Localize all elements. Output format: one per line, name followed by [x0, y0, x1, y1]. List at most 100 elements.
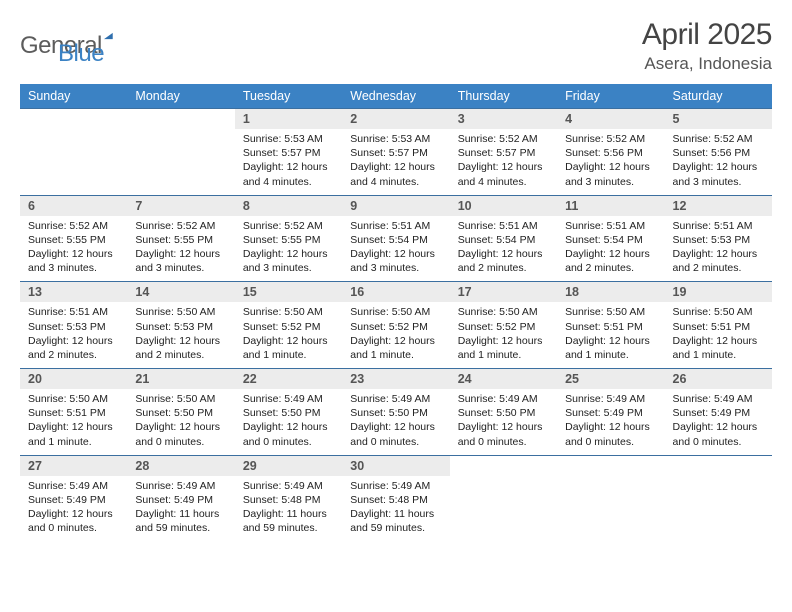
sunset-text: Sunset: 5:54 PM: [458, 233, 549, 247]
day-number: 2: [342, 109, 449, 129]
day-body: Sunrise: 5:52 AMSunset: 5:55 PMDaylight:…: [235, 216, 342, 282]
day-number: 29: [235, 456, 342, 476]
day-number: 6: [20, 196, 127, 216]
sunrise-text: Sunrise: 5:51 AM: [673, 219, 764, 233]
daylight-text: Daylight: 11 hours and 59 minutes.: [350, 507, 441, 535]
day-number: 14: [127, 282, 234, 302]
calendar-cell: 9Sunrise: 5:51 AMSunset: 5:54 PMDaylight…: [342, 195, 449, 282]
day-number: 7: [127, 196, 234, 216]
calendar-cell: 1Sunrise: 5:53 AMSunset: 5:57 PMDaylight…: [235, 108, 342, 195]
sunrise-text: Sunrise: 5:50 AM: [135, 392, 226, 406]
sunset-text: Sunset: 5:54 PM: [565, 233, 656, 247]
calendar-cell: 19Sunrise: 5:50 AMSunset: 5:51 PMDayligh…: [665, 281, 772, 368]
day-number: 23: [342, 369, 449, 389]
sunrise-text: Sunrise: 5:49 AM: [135, 479, 226, 493]
day-body: Sunrise: 5:53 AMSunset: 5:57 PMDaylight:…: [342, 129, 449, 195]
sunrise-text: Sunrise: 5:50 AM: [135, 305, 226, 319]
daylight-text: Daylight: 12 hours and 3 minutes.: [350, 247, 441, 275]
day-body: Sunrise: 5:49 AMSunset: 5:49 PMDaylight:…: [127, 476, 234, 542]
sunrise-text: Sunrise: 5:50 AM: [458, 305, 549, 319]
calendar-cell: 30Sunrise: 5:49 AMSunset: 5:48 PMDayligh…: [342, 455, 449, 542]
daylight-text: Daylight: 12 hours and 0 minutes.: [243, 420, 334, 448]
day-number: 5: [665, 109, 772, 129]
sunset-text: Sunset: 5:57 PM: [350, 146, 441, 160]
brand-logo: GeneralBlue: [20, 18, 180, 68]
daylight-text: Daylight: 12 hours and 0 minutes.: [350, 420, 441, 448]
sunrise-text: Sunrise: 5:50 AM: [243, 305, 334, 319]
sunset-text: Sunset: 5:48 PM: [350, 493, 441, 507]
day-number: 3: [450, 109, 557, 129]
day-body: Sunrise: 5:49 AMSunset: 5:48 PMDaylight:…: [342, 476, 449, 542]
sunset-text: Sunset: 5:53 PM: [135, 320, 226, 334]
day-body: Sunrise: 5:49 AMSunset: 5:50 PMDaylight:…: [342, 389, 449, 455]
daylight-text: Daylight: 12 hours and 2 minutes.: [28, 334, 119, 362]
sunrise-text: Sunrise: 5:49 AM: [243, 479, 334, 493]
daylight-text: Daylight: 12 hours and 2 minutes.: [565, 247, 656, 275]
dow-thu: Thursday: [450, 84, 557, 108]
sunset-text: Sunset: 5:50 PM: [135, 406, 226, 420]
sunset-text: Sunset: 5:52 PM: [350, 320, 441, 334]
day-number: 16: [342, 282, 449, 302]
sunset-text: Sunset: 5:51 PM: [673, 320, 764, 334]
day-number: 9: [342, 196, 449, 216]
day-body: Sunrise: 5:50 AMSunset: 5:52 PMDaylight:…: [450, 302, 557, 368]
week-row: 6Sunrise: 5:52 AMSunset: 5:55 PMDaylight…: [20, 195, 772, 282]
calendar-cell: [127, 108, 234, 195]
day-body: Sunrise: 5:52 AMSunset: 5:57 PMDaylight:…: [450, 129, 557, 195]
daylight-text: Daylight: 12 hours and 3 minutes.: [565, 160, 656, 188]
sunset-text: Sunset: 5:52 PM: [458, 320, 549, 334]
day-body: Sunrise: 5:53 AMSunset: 5:57 PMDaylight:…: [235, 129, 342, 195]
calendar-cell: 25Sunrise: 5:49 AMSunset: 5:49 PMDayligh…: [557, 368, 664, 455]
day-body: Sunrise: 5:49 AMSunset: 5:49 PMDaylight:…: [557, 389, 664, 455]
calendar-body: 1Sunrise: 5:53 AMSunset: 5:57 PMDaylight…: [20, 108, 772, 541]
day-number: 8: [235, 196, 342, 216]
sunrise-text: Sunrise: 5:52 AM: [565, 132, 656, 146]
sunset-text: Sunset: 5:53 PM: [28, 320, 119, 334]
day-number: 20: [20, 369, 127, 389]
daylight-text: Daylight: 12 hours and 1 minute.: [243, 334, 334, 362]
sunset-text: Sunset: 5:53 PM: [673, 233, 764, 247]
day-body: Sunrise: 5:50 AMSunset: 5:50 PMDaylight:…: [127, 389, 234, 455]
calendar-cell: [665, 455, 772, 542]
calendar-cell: 8Sunrise: 5:52 AMSunset: 5:55 PMDaylight…: [235, 195, 342, 282]
calendar-cell: 20Sunrise: 5:50 AMSunset: 5:51 PMDayligh…: [20, 368, 127, 455]
calendar-cell: 26Sunrise: 5:49 AMSunset: 5:49 PMDayligh…: [665, 368, 772, 455]
calendar-cell: 4Sunrise: 5:52 AMSunset: 5:56 PMDaylight…: [557, 108, 664, 195]
header: GeneralBlue April 2025 Asera, Indonesia: [20, 18, 772, 74]
calendar-cell: 27Sunrise: 5:49 AMSunset: 5:49 PMDayligh…: [20, 455, 127, 542]
sunrise-text: Sunrise: 5:52 AM: [673, 132, 764, 146]
sunrise-text: Sunrise: 5:52 AM: [28, 219, 119, 233]
week-row: 20Sunrise: 5:50 AMSunset: 5:51 PMDayligh…: [20, 368, 772, 455]
day-number: 28: [127, 456, 234, 476]
sunset-text: Sunset: 5:55 PM: [28, 233, 119, 247]
day-number: 13: [20, 282, 127, 302]
sunrise-text: Sunrise: 5:49 AM: [458, 392, 549, 406]
day-body: Sunrise: 5:50 AMSunset: 5:52 PMDaylight:…: [235, 302, 342, 368]
daylight-text: Daylight: 12 hours and 3 minutes.: [28, 247, 119, 275]
sunrise-text: Sunrise: 5:49 AM: [565, 392, 656, 406]
calendar-page: GeneralBlue April 2025 Asera, Indonesia …: [0, 0, 792, 612]
sunset-text: Sunset: 5:57 PM: [243, 146, 334, 160]
day-body: Sunrise: 5:49 AMSunset: 5:49 PMDaylight:…: [20, 476, 127, 542]
day-body: Sunrise: 5:49 AMSunset: 5:49 PMDaylight:…: [665, 389, 772, 455]
sunset-text: Sunset: 5:50 PM: [458, 406, 549, 420]
day-number: 19: [665, 282, 772, 302]
dow-fri: Friday: [557, 84, 664, 108]
calendar-cell: 13Sunrise: 5:51 AMSunset: 5:53 PMDayligh…: [20, 281, 127, 368]
title-block: April 2025 Asera, Indonesia: [642, 18, 772, 74]
day-number: 24: [450, 369, 557, 389]
calendar-cell: 21Sunrise: 5:50 AMSunset: 5:50 PMDayligh…: [127, 368, 234, 455]
day-body: Sunrise: 5:51 AMSunset: 5:53 PMDaylight:…: [20, 302, 127, 368]
day-number: 4: [557, 109, 664, 129]
sunset-text: Sunset: 5:49 PM: [673, 406, 764, 420]
sunrise-text: Sunrise: 5:51 AM: [28, 305, 119, 319]
sunset-text: Sunset: 5:49 PM: [28, 493, 119, 507]
sunrise-text: Sunrise: 5:49 AM: [350, 479, 441, 493]
sunset-text: Sunset: 5:56 PM: [673, 146, 764, 160]
location: Asera, Indonesia: [642, 54, 772, 74]
daylight-text: Daylight: 12 hours and 0 minutes.: [28, 507, 119, 535]
daylight-text: Daylight: 12 hours and 1 minute.: [350, 334, 441, 362]
daylight-text: Daylight: 12 hours and 0 minutes.: [565, 420, 656, 448]
calendar-cell: 12Sunrise: 5:51 AMSunset: 5:53 PMDayligh…: [665, 195, 772, 282]
sunset-text: Sunset: 5:51 PM: [565, 320, 656, 334]
